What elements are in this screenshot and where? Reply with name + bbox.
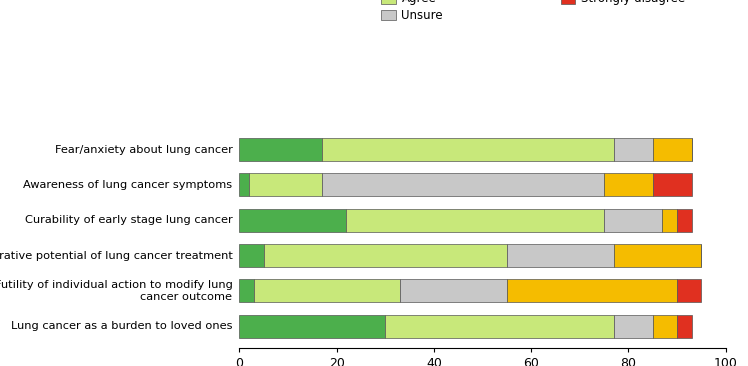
Legend: Disagree, Strongly disagree: Disagree, Strongly disagree [561, 0, 685, 5]
Bar [263, 244, 507, 267]
Bar [249, 173, 322, 197]
Bar [677, 279, 701, 302]
Bar [322, 173, 604, 197]
Bar [239, 138, 322, 161]
Bar [399, 279, 507, 302]
Bar [613, 138, 652, 161]
Bar [254, 279, 399, 302]
Bar [239, 173, 249, 197]
Bar [604, 173, 652, 197]
Bar [652, 173, 691, 197]
Bar [507, 244, 613, 267]
Bar [677, 209, 691, 232]
Bar [322, 138, 613, 161]
Bar [239, 279, 254, 302]
Bar [239, 315, 385, 338]
Bar [385, 315, 613, 338]
Bar [604, 209, 663, 232]
Bar [662, 209, 677, 232]
Bar [507, 279, 677, 302]
Bar [652, 315, 677, 338]
Bar [652, 138, 691, 161]
Bar [677, 315, 691, 338]
Bar [239, 209, 346, 232]
Bar [613, 244, 701, 267]
Bar [346, 209, 604, 232]
Bar [613, 315, 652, 338]
Bar [239, 244, 263, 267]
